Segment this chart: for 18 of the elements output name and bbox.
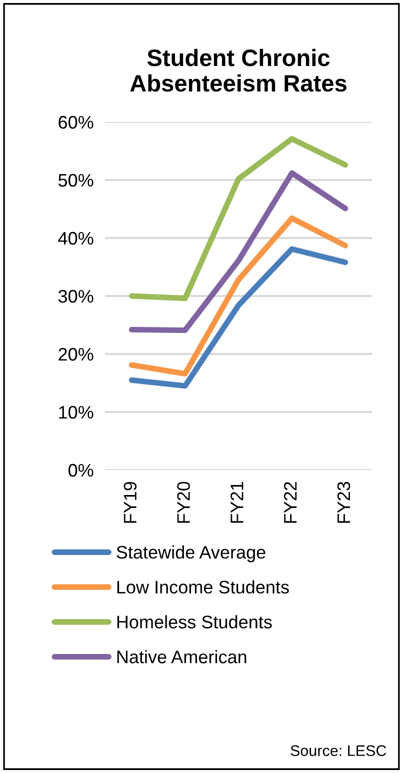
legend-label: Statewide Average: [116, 545, 266, 562]
legend-label: Low Income Students: [117, 580, 289, 594]
y-tick-label: 60%: [58, 116, 94, 129]
x-tick-label: FY20: [177, 482, 190, 523]
x-tick-label: FY19: [124, 482, 137, 523]
chart-title: Student Chronic Absenteeism Rates: [130, 48, 346, 92]
y-tick-label: 10%: [59, 406, 94, 419]
y-tick-label: 20%: [58, 348, 94, 361]
source-note: Source: LESC: [290, 745, 386, 756]
y-tick-label: 50%: [58, 174, 94, 187]
y-tick-label: 40%: [58, 232, 94, 245]
x-tick-label: FY23: [337, 482, 350, 523]
legend-label: Homeless Students: [117, 615, 272, 628]
legend-label: Native American: [117, 650, 246, 664]
x-tick-label: FY22: [284, 482, 297, 523]
y-tick-label: 0%: [68, 464, 94, 477]
y-tick-label: 30%: [58, 290, 94, 303]
x-tick-label: FY21: [230, 482, 244, 523]
